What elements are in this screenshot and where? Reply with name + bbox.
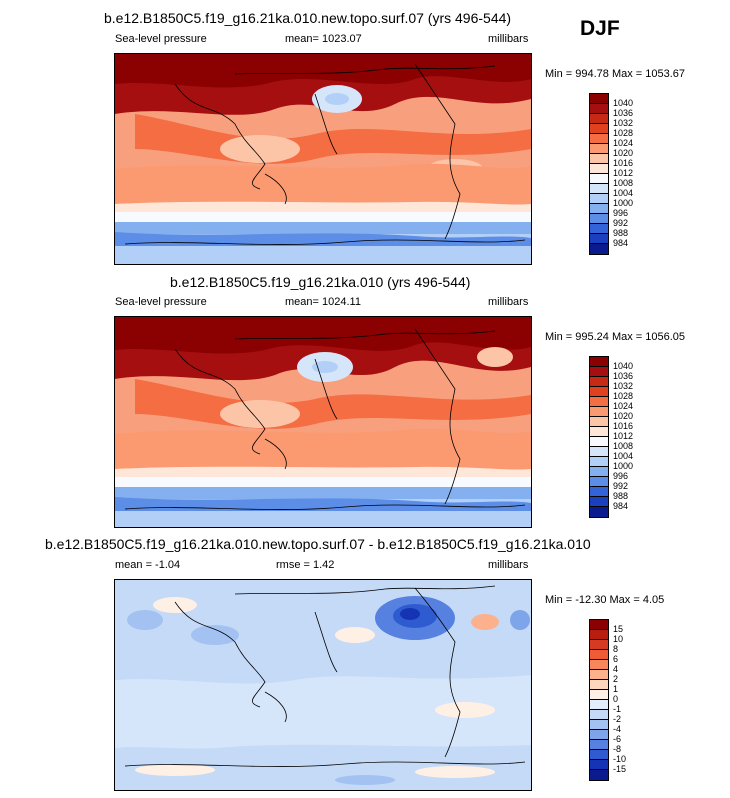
colorbar-tick-label: 1032 xyxy=(613,381,634,391)
colorbar-tick-label: -15 xyxy=(613,764,627,774)
panel-1-colorbar xyxy=(589,93,609,255)
panel-1-units: millibars xyxy=(488,33,529,45)
colorbar-tick-label: -8 xyxy=(613,744,622,754)
panel-2-colorbar xyxy=(589,356,609,518)
panel-3-mean: mean = -1.04 xyxy=(115,559,181,571)
colorbar-tick-label: 15 xyxy=(613,624,624,634)
colorbar-tick-label: 988 xyxy=(613,228,629,238)
panel-3-units: millibars xyxy=(488,559,529,571)
panel-3-title: b.e12.B1850C5.f19_g16.21ka.010.new.topo.… xyxy=(45,536,591,552)
colorbar-tick-label: 2 xyxy=(613,674,619,684)
panel-3-minmax: Min = -12.30 Max = 4.05 xyxy=(545,594,665,606)
colorbar-tick-label: 1008 xyxy=(613,441,634,451)
colorbar-tick-label: 1004 xyxy=(613,451,634,461)
colorbar-tick-label: 1036 xyxy=(613,371,634,381)
panel-2-variable: Sea-level pressure xyxy=(115,296,207,308)
colorbar-tick-label: 1036 xyxy=(613,108,634,118)
panel-1-variable: Sea-level pressure xyxy=(115,33,207,45)
colorbar-tick-label: 1040 xyxy=(613,361,634,371)
panel-3-rmse: rmse = 1.42 xyxy=(276,559,335,571)
panel-2-minmax: Min = 995.24 Max = 1056.05 xyxy=(545,331,686,343)
colorbar-tick-label: 1012 xyxy=(613,168,634,178)
colorbar-tick-label: 6 xyxy=(613,654,619,664)
colorbar-tick-label: 988 xyxy=(613,491,629,501)
panel-1-mean: mean= 1023.07 xyxy=(285,33,362,45)
colorbar-tick-label: -6 xyxy=(613,734,622,744)
panel-3-map xyxy=(114,579,532,791)
panel-3-colorbar xyxy=(589,619,609,781)
colorbar-tick-label: -1 xyxy=(613,704,622,714)
colorbar-tick-label: 1012 xyxy=(613,431,634,441)
colorbar-tick-label: 1032 xyxy=(613,118,634,128)
colorbar-tick-label: 1024 xyxy=(613,401,634,411)
colorbar-tick-label: 8 xyxy=(613,644,619,654)
colorbar-tick-label: 10 xyxy=(613,634,624,644)
panel-2-units: millibars xyxy=(488,296,529,308)
colorbar-tick-label: 1 xyxy=(613,684,619,694)
season-label: DJF xyxy=(580,17,620,40)
colorbar-tick-label: 1000 xyxy=(613,461,634,471)
colorbar-tick-label: 984 xyxy=(613,238,629,248)
colorbar-tick-label: 1040 xyxy=(613,98,634,108)
colorbar-tick-label: 992 xyxy=(613,481,629,491)
colorbar-tick-label: 996 xyxy=(613,208,629,218)
colorbar-tick-label: 4 xyxy=(613,664,619,674)
panel-1-title: b.e12.B1850C5.f19_g16.21ka.010.new.topo.… xyxy=(104,10,512,26)
panel-1-minmax: Min = 994.78 Max = 1053.67 xyxy=(545,68,686,80)
colorbar-tick-label: 1016 xyxy=(613,421,634,431)
colorbar-tick-label: -2 xyxy=(613,714,622,724)
panel-2-map xyxy=(114,316,532,528)
colorbar-tick-label: 0 xyxy=(613,694,619,704)
colorbar-tick-label: 1028 xyxy=(613,128,634,138)
colorbar-tick-label: 1020 xyxy=(613,148,634,158)
panel-2-title: b.e12.B1850C5.f19_g16.21ka.010 (yrs 496-… xyxy=(170,274,471,290)
colorbar-tick-label: 1024 xyxy=(613,138,634,148)
panel-1-map xyxy=(114,53,532,265)
colorbar-tick-label: 1008 xyxy=(613,178,634,188)
colorbar-tick-label: 1016 xyxy=(613,158,634,168)
colorbar-tick-label: 992 xyxy=(613,218,629,228)
colorbar-tick-label: 1028 xyxy=(613,391,634,401)
panel-2-mean: mean= 1024.11 xyxy=(285,296,361,308)
colorbar-tick-label: 1004 xyxy=(613,188,634,198)
colorbar-tick-label: 984 xyxy=(613,501,629,511)
colorbar-tick-label: 996 xyxy=(613,471,629,481)
colorbar-tick-label: 1000 xyxy=(613,198,634,208)
colorbar-tick-label: -10 xyxy=(613,754,627,764)
colorbar-tick-label: 1020 xyxy=(613,411,634,421)
colorbar-tick-label: -4 xyxy=(613,724,622,734)
